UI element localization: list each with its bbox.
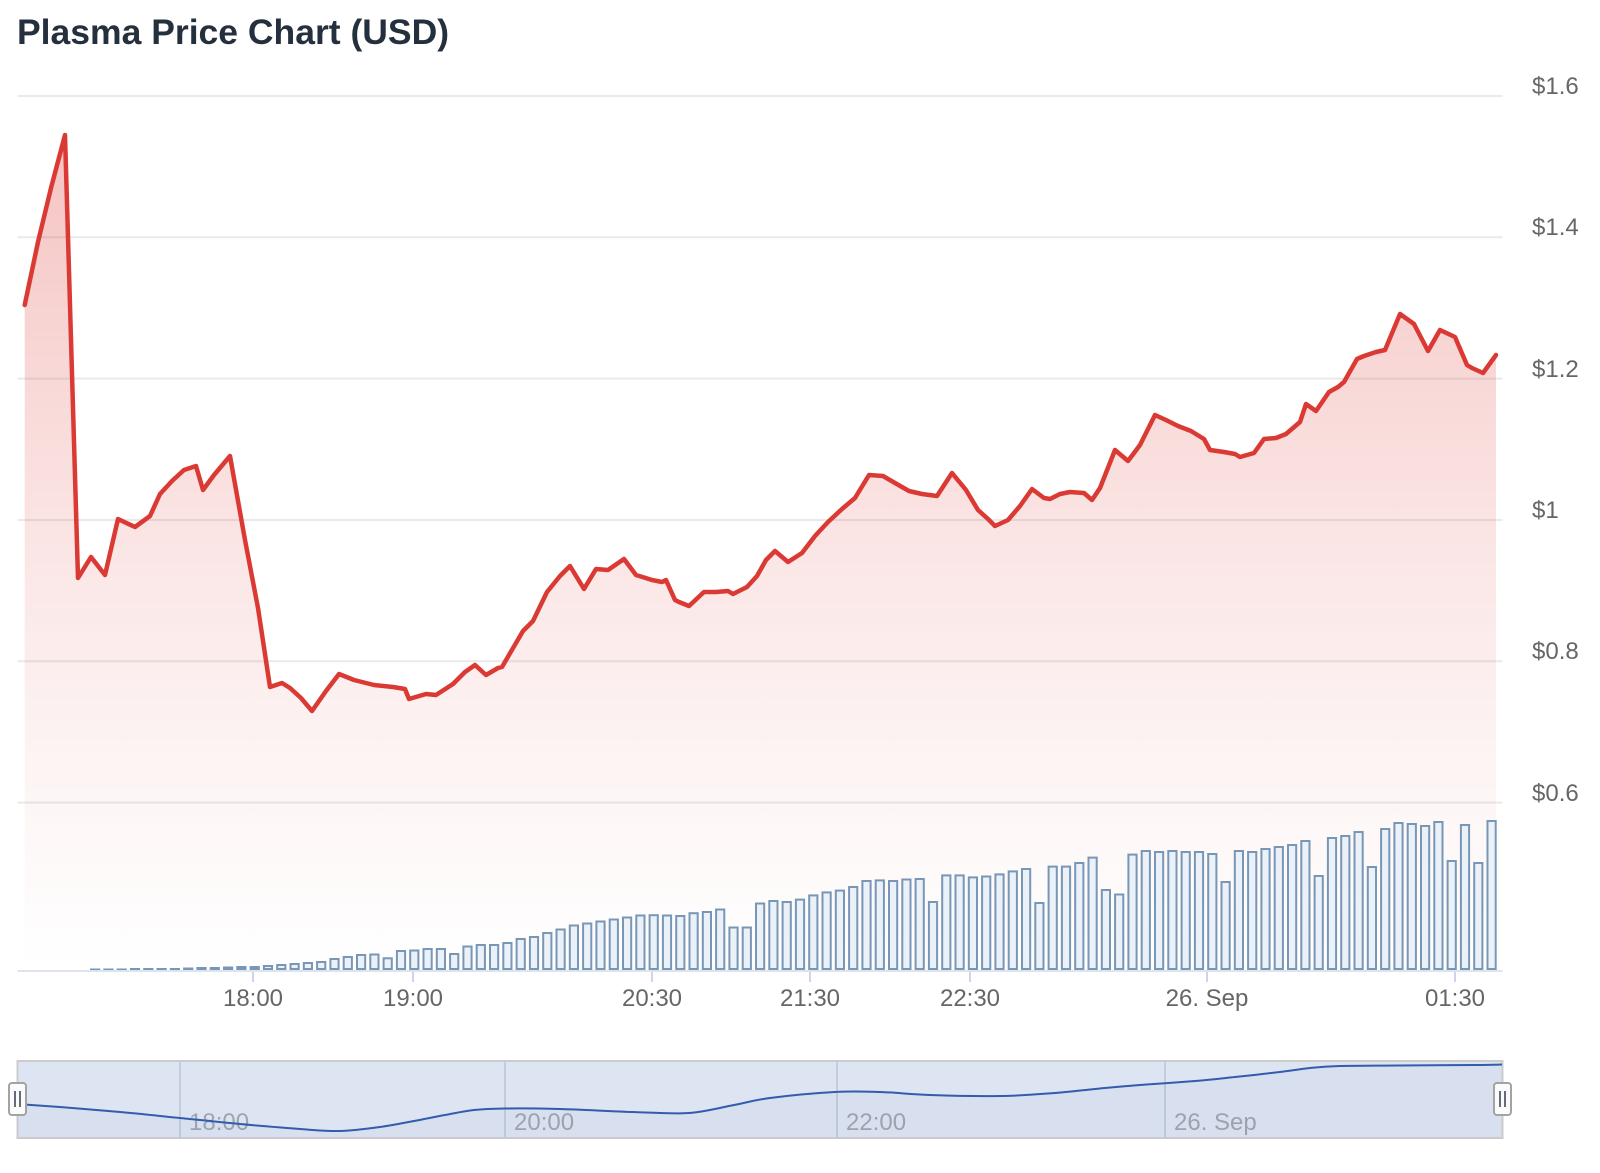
svg-text:$0.6: $0.6 [1532,780,1579,807]
svg-text:21:30: 21:30 [780,985,840,1012]
svg-text:$0.8: $0.8 [1532,638,1579,665]
svg-text:$1.2: $1.2 [1532,356,1579,383]
svg-text:$1: $1 [1532,497,1559,524]
svg-text:$1.6: $1.6 [1532,73,1579,100]
svg-text:26. Sep: 26. Sep [1166,985,1249,1012]
svg-text:01:30: 01:30 [1425,985,1485,1012]
svg-text:22:30: 22:30 [940,985,1000,1012]
svg-text:19:00: 19:00 [383,985,443,1012]
svg-text:18:00: 18:00 [223,985,283,1012]
svg-text:20:30: 20:30 [622,985,682,1012]
svg-text:$1.4: $1.4 [1532,214,1579,241]
svg-text:Plasma Price Chart (USD): Plasma Price Chart (USD) [17,12,449,52]
